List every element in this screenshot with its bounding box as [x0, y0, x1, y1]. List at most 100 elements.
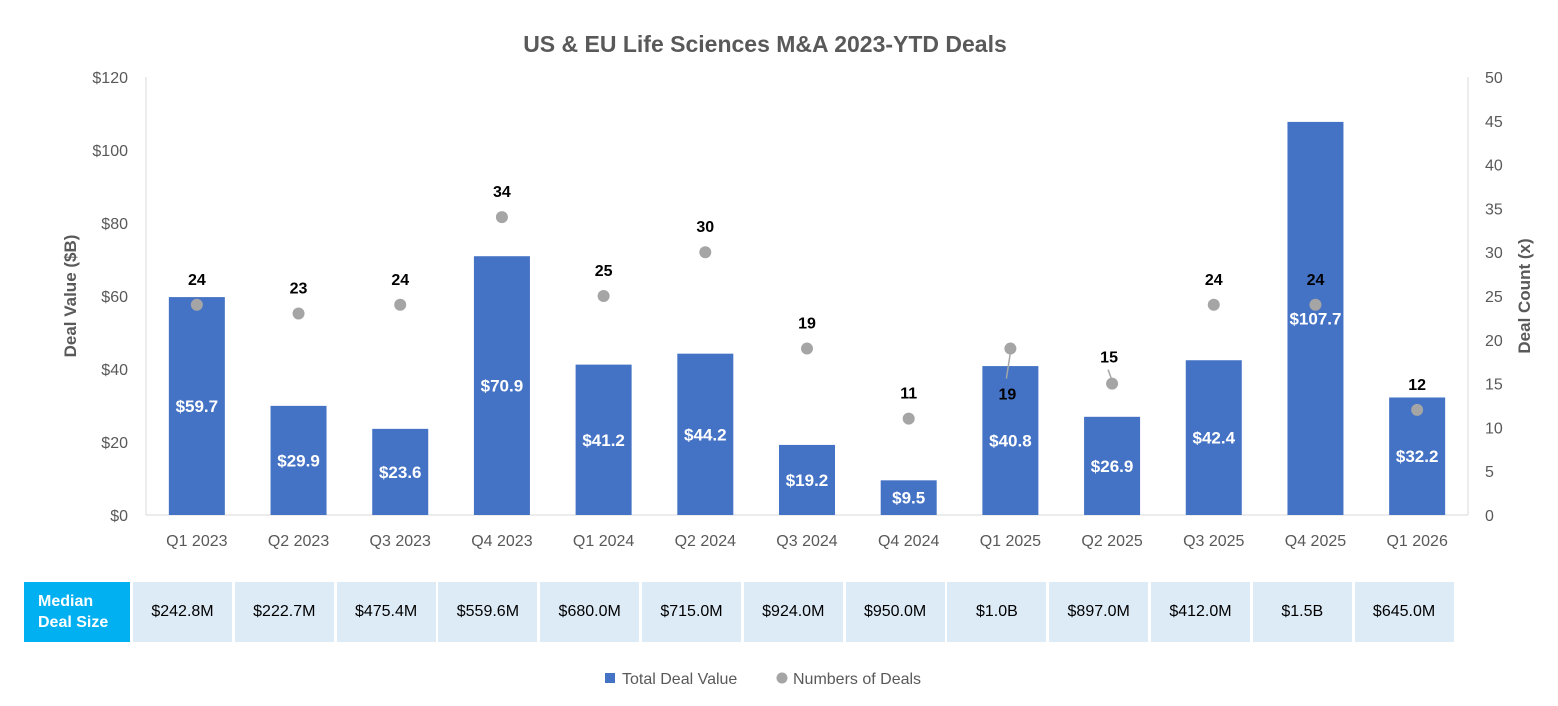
- median-deal-size-cell: $950.0M: [845, 582, 945, 642]
- x-tick-label: Q4 2025: [1285, 533, 1346, 550]
- bar: [982, 366, 1039, 515]
- deal-count-label: 24: [391, 272, 409, 289]
- bar: [779, 444, 835, 515]
- deal-count-label: 30: [696, 219, 714, 236]
- legend-dot-swatch: [776, 672, 788, 684]
- y-tick-label: $20: [101, 435, 128, 452]
- median-deal-size-cell: $645.0M: [1354, 582, 1454, 642]
- y-tick-label: $120: [92, 70, 128, 87]
- bar-value-label: $40.8: [989, 432, 1032, 451]
- median-deal-size-cell: $475.4M: [336, 582, 436, 642]
- bar-value-label: $42.4: [1192, 429, 1235, 448]
- median-deal-size-cell: $412.0M: [1150, 582, 1250, 642]
- bar: [168, 297, 225, 515]
- median-deal-size-cell: $242.8M: [133, 582, 232, 642]
- bar-value-label: $59.7: [176, 397, 219, 416]
- deal-count-label: 34: [493, 184, 511, 201]
- median-deal-size-header: Median Deal Size: [24, 582, 130, 642]
- bar-value-label: $32.2: [1396, 447, 1439, 466]
- deal-count-dot: [699, 246, 712, 259]
- bar: [575, 364, 632, 515]
- y-tick-label: $60: [101, 289, 128, 306]
- median-deal-size-cell: $1.5B: [1252, 582, 1352, 642]
- deal-count-dot: [292, 307, 305, 320]
- median-deal-size-cell: $680.0M: [540, 582, 640, 642]
- y2-tick-label: 0: [1485, 508, 1494, 525]
- y2-tick-label: 10: [1485, 420, 1503, 437]
- legend: Total Deal Value Numbers of Deals: [605, 671, 921, 688]
- median-header-line1: Median: [38, 593, 94, 610]
- deal-count-label: 11: [900, 386, 917, 403]
- y-tick-label: $80: [101, 216, 128, 233]
- deal-count-dot: [1411, 403, 1424, 416]
- median-deal-size-cell: $897.0M: [1049, 582, 1149, 642]
- deal-count-label: 24: [1205, 272, 1223, 289]
- y2-tick-label: 45: [1485, 114, 1503, 131]
- bar-value-label: $19.2: [786, 471, 829, 490]
- median-deal-size-cell: $222.7M: [234, 582, 334, 642]
- y2-tick-label: 15: [1485, 377, 1503, 394]
- bar: [1084, 416, 1141, 515]
- deal-count-label: 25: [595, 263, 613, 280]
- y-tick-label: $40: [101, 362, 128, 379]
- x-tick-label: Q1 2026: [1386, 533, 1447, 550]
- x-tick-label: Q4 2023: [471, 533, 532, 550]
- bar-value-label: $44.2: [684, 425, 727, 444]
- y2-tick-label: 40: [1485, 158, 1503, 175]
- x-tick-label: Q2 2025: [1081, 533, 1142, 550]
- bar: [372, 428, 429, 515]
- y2-axis-title: Deal Count (x): [1515, 238, 1534, 353]
- chart-title: US & EU Life Sciences M&A 2023-YTD Deals: [523, 31, 1007, 57]
- median-deal-size-cell: $715.0M: [641, 582, 741, 642]
- deal-count-dot: [190, 298, 203, 311]
- x-tick-label: Q2 2024: [675, 533, 736, 550]
- y2-tick-label: 50: [1485, 70, 1503, 87]
- y-tick-label: $100: [92, 143, 128, 160]
- x-tick-label: Q4 2024: [878, 533, 939, 550]
- y2-tick-label: 20: [1485, 333, 1503, 350]
- y2-tick-label: 5: [1485, 464, 1494, 481]
- deal-count-dot: [597, 290, 610, 302]
- bar: [880, 480, 937, 515]
- deal-count-dot: [1004, 342, 1017, 355]
- bar: [677, 353, 734, 515]
- x-tick-label: Q1 2023: [166, 533, 227, 550]
- median-deal-size-row: $242.8M $222.7M $475.4M $559.6M $680.0M $715.…: [133, 582, 1456, 642]
- bar: [1185, 360, 1242, 515]
- deal-count-label: 19: [798, 316, 816, 333]
- deal-count-dot: [801, 342, 813, 355]
- bar-value-label: $107.7: [1289, 309, 1341, 328]
- median-header-line2: Deal Size: [38, 614, 109, 631]
- deal-count-dot: [1106, 377, 1119, 390]
- deal-count-dot: [1309, 298, 1322, 311]
- median-deal-size-cell: $924.0M: [743, 582, 843, 642]
- deal-count-dot: [394, 298, 407, 311]
- y2-tick-label: 25: [1485, 289, 1503, 306]
- bar-value-label: $29.9: [277, 451, 320, 470]
- bar: [473, 256, 530, 515]
- bar-value-label: $9.5: [892, 489, 925, 508]
- legend-bar-label: Total Deal Value: [622, 671, 737, 688]
- x-tick-label: Q2 2023: [268, 533, 329, 550]
- deal-count-dot: [902, 412, 915, 425]
- leader-line: [1005, 352, 1012, 379]
- deal-count-label: 12: [1408, 377, 1426, 394]
- x-tick-label: Q1 2025: [980, 533, 1041, 550]
- median-deal-size-cell: $1.0B: [947, 582, 1047, 642]
- deal-count-dot: [495, 211, 508, 224]
- bar: [1389, 397, 1446, 515]
- x-tick-label: Q3 2025: [1183, 533, 1244, 550]
- deal-count-dot: [1207, 298, 1220, 311]
- legend-dot-label: Numbers of Deals: [793, 671, 921, 688]
- deal-count-label: 15: [1100, 350, 1118, 367]
- deal-count-label: 23: [290, 281, 308, 298]
- y2-tick-label: 35: [1485, 201, 1503, 218]
- x-tick-label: Q3 2023: [370, 533, 431, 550]
- y-tick-label: $0: [110, 508, 128, 525]
- bar: [270, 405, 327, 515]
- bar-value-label: $70.9: [481, 377, 524, 396]
- bar-value-label: $26.9: [1091, 457, 1134, 476]
- bar-value-label: $23.6: [379, 463, 422, 482]
- deal-count-label: 24: [188, 272, 206, 289]
